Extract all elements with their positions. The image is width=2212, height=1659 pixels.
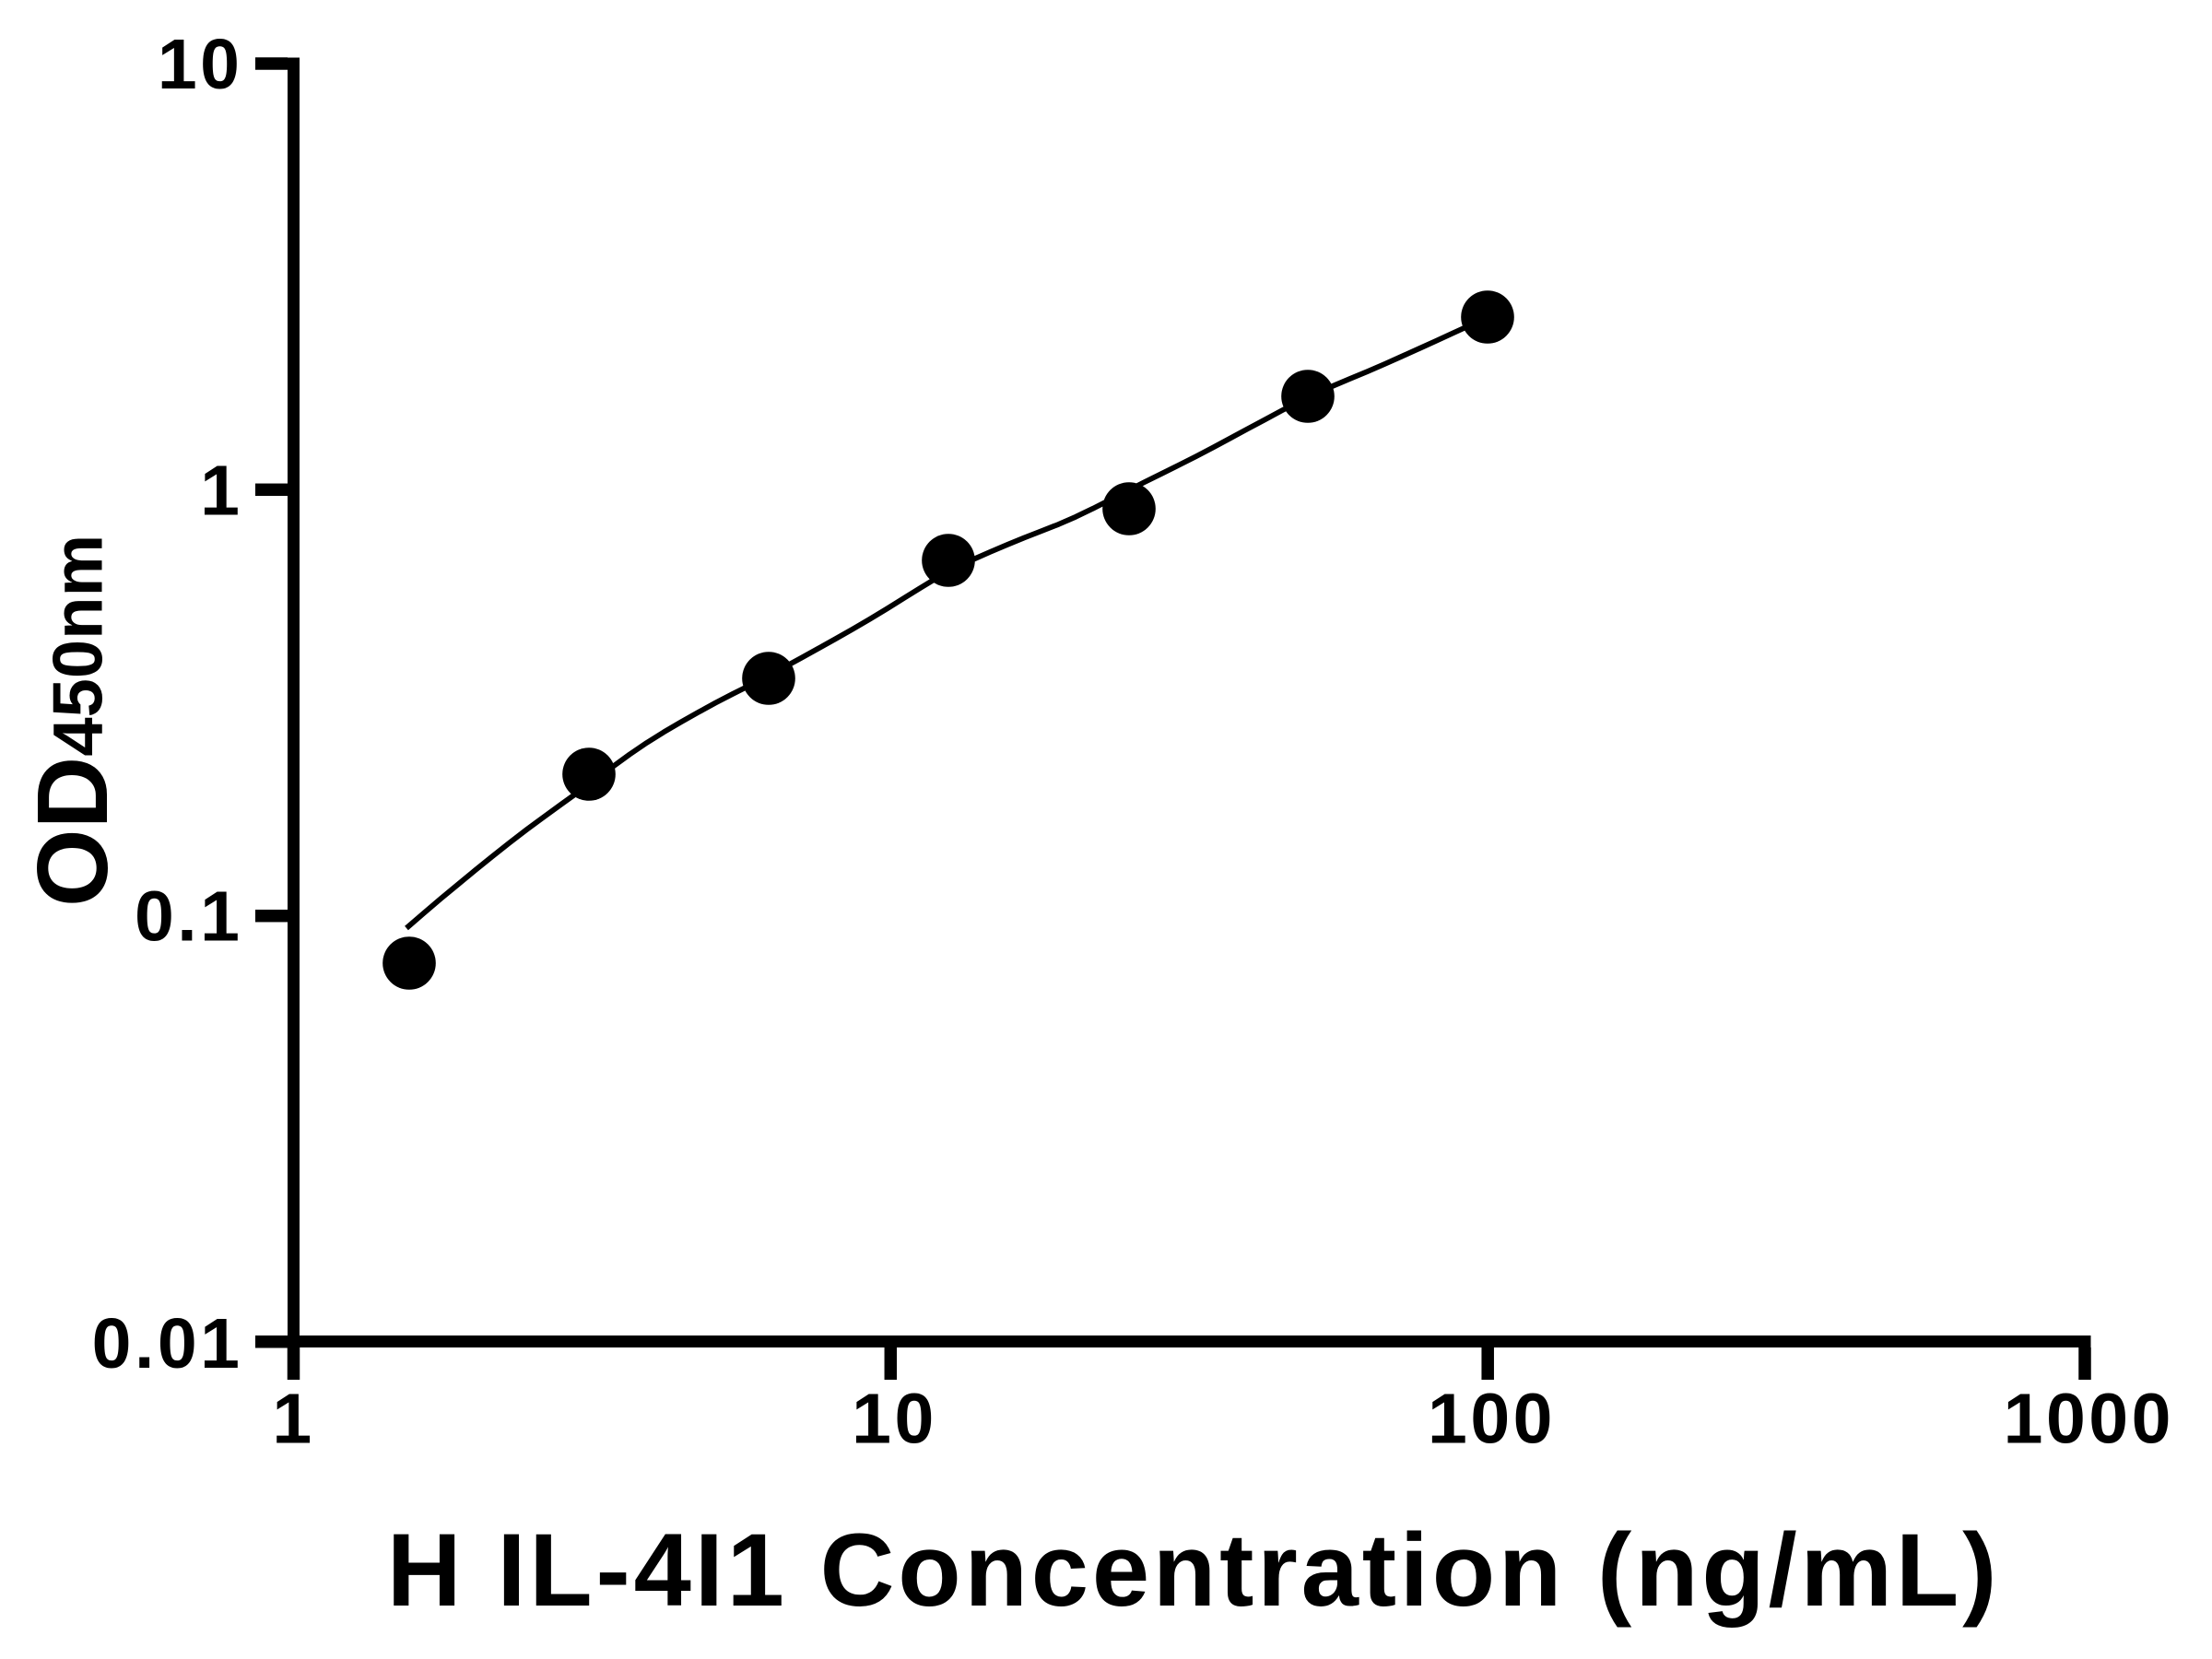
- svg-text:10: 10: [852, 1380, 937, 1459]
- svg-text:10: 10: [158, 25, 243, 104]
- svg-text:1: 1: [272, 1380, 314, 1459]
- svg-text:0.01: 0.01: [92, 1304, 243, 1383]
- svg-text:100: 100: [1428, 1380, 1556, 1459]
- svg-text:1: 1: [200, 451, 242, 530]
- svg-text:H IL-4I1 Concentration (ng/mL): H IL-4I1 Concentration (ng/mL): [387, 1512, 2000, 1628]
- svg-text:0.1: 0.1: [135, 877, 243, 957]
- svg-text:1000: 1000: [2004, 1380, 2174, 1459]
